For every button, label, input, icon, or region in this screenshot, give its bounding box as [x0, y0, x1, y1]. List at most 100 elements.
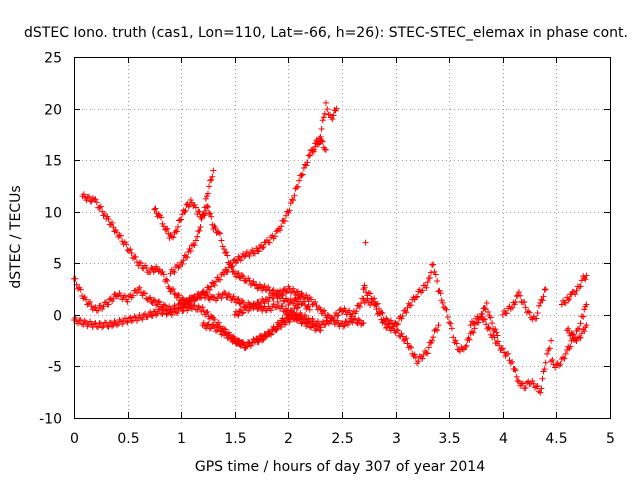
data-point	[322, 99, 329, 106]
data-point	[218, 295, 225, 302]
data-point	[530, 380, 537, 387]
data-point	[375, 305, 382, 312]
data-point	[119, 321, 126, 328]
data-point	[163, 226, 170, 233]
data-point	[539, 297, 546, 304]
data-point	[205, 190, 211, 197]
data-point	[148, 264, 155, 271]
data-point	[273, 304, 280, 311]
data-point	[286, 207, 293, 214]
data-point	[569, 331, 576, 338]
data-point	[557, 361, 564, 368]
data-point	[466, 336, 473, 343]
data-point	[378, 309, 385, 316]
data-point	[136, 284, 143, 291]
data-point	[173, 228, 180, 235]
data-point	[204, 308, 211, 315]
data-point	[425, 344, 432, 351]
data-point	[298, 172, 305, 179]
data-point	[363, 289, 370, 296]
data-point	[219, 269, 226, 276]
data-point	[308, 318, 315, 325]
data-point	[142, 290, 149, 297]
data-point	[439, 299, 446, 306]
data-point	[471, 320, 478, 327]
data-point	[101, 211, 108, 218]
data-point	[523, 379, 530, 386]
data-point	[481, 304, 488, 311]
data-point	[308, 324, 315, 331]
data-point	[541, 366, 548, 373]
data-point	[150, 296, 157, 303]
data-point	[176, 305, 183, 312]
y-tick-label: 15	[44, 154, 62, 170]
data-point	[583, 301, 590, 308]
data-point	[187, 196, 194, 203]
data-point	[273, 327, 280, 334]
data-point	[191, 302, 198, 309]
data-point	[314, 138, 321, 145]
data-point	[265, 298, 272, 305]
data-point	[356, 304, 363, 311]
data-point	[402, 307, 409, 314]
data-point	[512, 367, 519, 374]
x-tick-label: 4.5	[545, 431, 567, 447]
data-point	[198, 216, 205, 223]
data-point	[222, 289, 229, 296]
data-point	[342, 318, 349, 325]
data-point	[278, 323, 285, 330]
data-point	[581, 328, 588, 335]
data-point	[167, 309, 174, 316]
data-point	[309, 147, 316, 154]
data-point	[83, 197, 90, 204]
data-point	[200, 319, 207, 326]
data-point	[240, 339, 247, 346]
data-point	[170, 286, 177, 293]
data-point	[308, 296, 315, 303]
data-point	[319, 117, 326, 124]
data-point	[143, 264, 150, 271]
data-point	[261, 282, 268, 289]
series-arc-9	[360, 261, 501, 355]
series-arc-13	[558, 272, 590, 308]
data-point	[168, 233, 175, 240]
data-point	[255, 339, 262, 346]
data-point	[116, 316, 123, 323]
data-point	[533, 383, 540, 390]
data-point	[206, 210, 213, 217]
tick-marks	[74, 57, 611, 419]
data-point	[204, 291, 211, 298]
data-point	[529, 377, 536, 384]
data-point	[462, 344, 469, 351]
data-point	[197, 224, 204, 231]
data-point	[361, 284, 368, 291]
data-point	[211, 316, 218, 323]
data-point	[127, 246, 134, 253]
data-point	[340, 323, 347, 330]
data-point	[160, 301, 167, 308]
data-point	[219, 243, 226, 250]
data-point	[77, 286, 84, 293]
data-point	[387, 317, 394, 324]
data-point	[246, 253, 253, 260]
data-point	[429, 337, 436, 344]
data-point	[432, 271, 439, 278]
data-point	[548, 358, 555, 365]
data-point	[235, 270, 242, 277]
data-point	[438, 297, 445, 304]
y-tick-label: 5	[53, 257, 62, 273]
data-point	[509, 358, 516, 365]
data-point	[314, 323, 321, 330]
data-point	[360, 286, 367, 293]
data-point	[223, 267, 230, 274]
data-point	[124, 246, 131, 253]
data-point	[352, 315, 359, 322]
data-point	[172, 227, 179, 234]
data-point	[230, 336, 237, 343]
data-point	[515, 289, 522, 296]
data-point	[514, 377, 521, 384]
data-point	[525, 308, 532, 315]
data-point	[182, 207, 189, 214]
x-tick-label: 1.5	[224, 431, 246, 447]
data-point	[393, 326, 400, 333]
